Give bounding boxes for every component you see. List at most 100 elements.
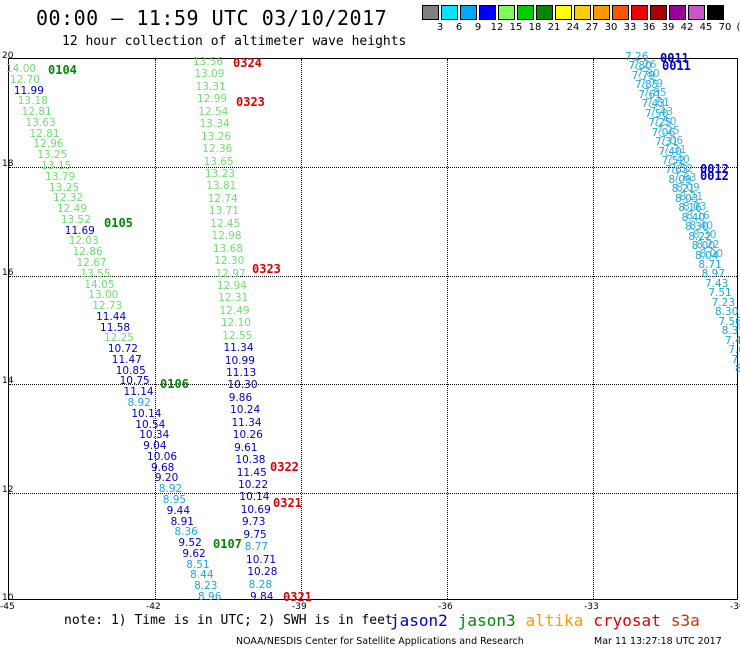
- wave-height-value: 13.81: [206, 180, 237, 193]
- wave-height-value: 7.61: [646, 96, 670, 109]
- wave-height-value: 8: [735, 363, 740, 375]
- scale-label: 30: [604, 22, 618, 33]
- wave-height-value: 10.34: [139, 429, 170, 442]
- wave-height-value: 7.31: [655, 136, 679, 149]
- wave-height-value: 7.31: [663, 144, 687, 157]
- wave-height-value: 13.65: [203, 155, 234, 168]
- map-plot-area: [8, 58, 738, 600]
- wave-height-value: 11.13: [226, 367, 257, 380]
- wave-height-value: 12.55: [222, 329, 253, 342]
- wave-height-value: 8.97: [701, 268, 726, 281]
- parallel-gridline: [9, 384, 737, 386]
- wave-height-value: 13.23: [204, 167, 235, 180]
- wave-height-value: 7.52: [661, 155, 686, 167]
- satellite-legend: jason2 jason3 altika cryosat s3a: [390, 611, 710, 630]
- wave-height-value: 13.71: [208, 205, 239, 218]
- wave-height-value: 7.25: [648, 117, 672, 130]
- wave-height-value: 8.30: [715, 306, 739, 319]
- wave-height-value: 8.36: [174, 526, 198, 539]
- wave-height-value: 8.16: [686, 210, 710, 223]
- wave-height-value: 7.25: [656, 125, 680, 138]
- wave-height-value: 13.34: [199, 118, 230, 131]
- scale-swatch: [593, 5, 610, 20]
- scale-swatch: [479, 5, 496, 20]
- pass-time-tag: 0323: [236, 95, 265, 109]
- wave-height-value: 8.91: [170, 515, 194, 528]
- wave-height-value: 13.25: [37, 149, 68, 162]
- wave-height-value: 11.34: [231, 416, 262, 429]
- wave-height-value: 11.45: [236, 466, 267, 479]
- wave-height-value: 7.80: [628, 60, 652, 73]
- wave-height-value: 8.35: [721, 325, 740, 338]
- wave-height-value: 7.80: [636, 68, 660, 81]
- longitude-label: -36: [438, 602, 453, 612]
- scale-label: 12: [490, 22, 504, 33]
- scale-label: 42: [680, 22, 694, 33]
- wave-height-value: 8.23: [194, 580, 218, 593]
- wave-height-value: 8.44: [190, 569, 214, 582]
- scale-swatch: [631, 5, 648, 20]
- wave-height-value: 13.63: [25, 116, 56, 129]
- wave-height-value: 7.51: [708, 287, 732, 300]
- wave-height-value: 9.52: [178, 537, 202, 550]
- scale-swatch: [517, 5, 534, 20]
- wave-height-value: 9.04: [143, 440, 167, 453]
- wave-height-value: 12.67: [76, 256, 107, 269]
- wave-height-value: 8.09: [676, 181, 700, 194]
- latitude-label: 20: [2, 51, 14, 61]
- longitude-label: -39: [292, 602, 307, 612]
- pass-time-tag: 0322: [270, 460, 299, 474]
- wave-height-value: 12.25: [103, 332, 135, 345]
- wave-height-value: 8.21: [679, 191, 704, 204]
- wave-height-value: 7.40: [658, 145, 682, 158]
- wave-height-value: 7.23: [711, 296, 736, 309]
- wave-height-value: 9.73: [242, 516, 266, 529]
- wave-height-value: 14.00: [6, 63, 37, 75]
- scale-label: 6: [455, 22, 463, 33]
- scale-label: 3: [436, 22, 444, 33]
- longitude-label: -42: [146, 602, 161, 612]
- wave-height-value: 7.26: [625, 51, 649, 63]
- scale-swatch: [460, 5, 477, 20]
- wave-height-value: 14.05: [84, 278, 115, 291]
- pass-time-tag: 0321: [273, 496, 302, 510]
- wave-height-value: 9.62: [182, 547, 206, 560]
- wave-height-value: 12.99: [196, 93, 228, 106]
- wave-height-value: 8.00: [699, 248, 724, 261]
- wave-height-value: 7.45: [725, 334, 740, 347]
- satellite-legend-item: cryosat: [593, 611, 661, 630]
- pass-time-tag: 0012: [700, 162, 729, 176]
- pass-time-tag: 0324: [233, 56, 262, 70]
- wave-height-value: 7.06: [651, 126, 676, 139]
- parallel-gridline: [9, 492, 737, 494]
- pass-time-tag: 0011: [662, 59, 691, 73]
- latitude-label: 18: [2, 159, 14, 170]
- wave-height-value: 12.81: [29, 127, 60, 140]
- scale-swatch: [574, 5, 591, 20]
- wave-height-value: 12.30: [214, 255, 245, 268]
- wave-height-value: 8.22: [696, 238, 720, 251]
- parallel-gridline: [9, 167, 737, 169]
- longitude-label: -30: [730, 602, 740, 612]
- wave-height-value: 12.86: [72, 246, 103, 259]
- longitude-label: -33: [584, 602, 599, 612]
- wave-height-value: 10.28: [247, 566, 278, 579]
- meridian-gridline: [593, 59, 594, 599]
- wave-height-value: 7.79: [631, 69, 656, 82]
- wave-height-value: 10.24: [230, 404, 261, 417]
- wave-height-value: 7.52: [669, 163, 694, 175]
- wave-height-value: 12.31: [218, 292, 249, 305]
- wave-height-value: 8.09: [668, 173, 692, 186]
- wave-height-value: 8.28: [248, 578, 273, 591]
- scale-swatch: [650, 5, 667, 20]
- meridian-gridline: [301, 59, 302, 599]
- wave-height-value: 12.49: [56, 203, 87, 216]
- scale-swatch: [707, 5, 724, 20]
- wave-height-value: 8.00: [691, 240, 716, 253]
- wave-height-value: 9.86: [228, 391, 253, 404]
- pass-time-tag: 0012: [700, 169, 729, 183]
- wave-height-value: 8.92: [127, 397, 151, 410]
- wave-height-value: 11.14: [123, 386, 154, 399]
- wave-height-value: 9.75: [243, 528, 267, 541]
- scale-label: 24: [566, 22, 580, 33]
